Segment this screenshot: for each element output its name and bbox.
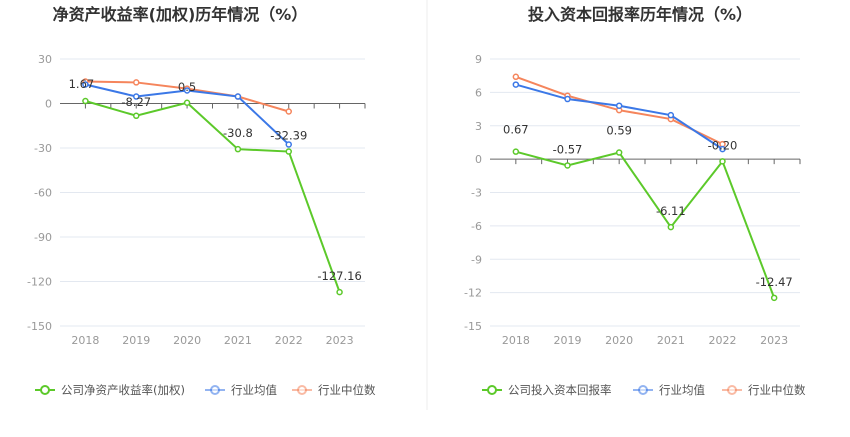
chart-title: 净资产收益率(加权)历年情况（%） <box>53 5 308 24</box>
legend-label-median: 行业中位数 <box>748 383 806 397</box>
data-point-company <box>719 158 726 165</box>
y-tick-label: 0 <box>475 153 482 166</box>
y-tick-label: 3 <box>475 120 482 133</box>
data-point-avg <box>667 111 675 119</box>
data-point-avg <box>719 145 726 153</box>
legend-label-company: 公司投入资本回报率 <box>508 383 612 397</box>
legend-marker-median <box>727 385 737 395</box>
y-tick-label: -9 <box>471 253 482 266</box>
data-label: 0.59 <box>606 124 632 138</box>
x-tick-label: 2021 <box>224 334 252 347</box>
legend-marker-avg <box>210 385 220 395</box>
data-point-company <box>133 112 140 120</box>
data-label: -127.16 <box>317 269 361 283</box>
x-tick-label: 2018 <box>502 334 530 347</box>
data-point-company <box>667 223 675 231</box>
y-tick-label: 6 <box>475 86 482 99</box>
y-tick-label: -90 <box>34 231 52 244</box>
data-point-avg <box>285 141 292 148</box>
series-line-avg <box>515 83 724 150</box>
legend-label-company: 公司净资产收益率(加权) <box>61 383 185 397</box>
data-point-company <box>615 149 623 156</box>
x-tick-label: 2023 <box>760 334 788 347</box>
data-label: -0.20 <box>708 138 738 152</box>
y-tick-label: 9 <box>475 53 482 66</box>
data-label: -12.47 <box>756 275 793 289</box>
data-point-company <box>183 99 191 107</box>
y-tick-label: -3 <box>471 187 482 200</box>
series-line-company <box>85 100 341 293</box>
data-point-avg <box>234 93 242 100</box>
legend-label-avg: 行业均值 <box>659 383 705 397</box>
x-tick-label: 2023 <box>326 334 354 347</box>
y-tick-label: 30 <box>38 53 52 66</box>
data-point-avg <box>615 102 623 109</box>
x-tick-label: 2018 <box>71 334 99 347</box>
data-label: -0.57 <box>553 142 583 156</box>
y-tick-label: -15 <box>464 320 482 333</box>
legend-label-avg: 行业均值 <box>231 383 277 397</box>
data-point-avg <box>183 87 191 94</box>
data-point-median <box>133 79 140 86</box>
data-label: -6.11 <box>656 204 686 218</box>
data-point-avg <box>564 95 571 103</box>
y-tick-label: -12 <box>464 287 482 300</box>
y-tick-label: 0 <box>45 98 52 111</box>
chart-title: 投入资本回报率历年情况（%） <box>528 5 752 24</box>
data-point-company <box>234 145 242 153</box>
legend-marker-median <box>297 385 307 395</box>
data-label: -32.39 <box>270 129 307 143</box>
data-label: -30.8 <box>223 126 253 140</box>
legend-marker-company <box>487 385 497 395</box>
x-tick-label: 2020 <box>173 334 201 347</box>
legend-marker-avg <box>638 385 648 395</box>
y-tick-label: -6 <box>471 220 482 233</box>
chart-1: 净资产收益率(加权)历年情况（%） 30 0 -30 -60 -90 -120 -150 201… <box>27 5 376 397</box>
data-point-company <box>285 148 292 155</box>
y-tick-label: -60 <box>34 187 52 200</box>
y-tick-label: -150 <box>27 320 52 333</box>
data-point-median <box>285 108 292 115</box>
data-point-company <box>336 288 343 296</box>
x-tick-label: 2022 <box>709 334 737 347</box>
data-point-avg <box>512 81 520 88</box>
legend-marker-company <box>40 385 50 395</box>
data-label: 0.5 <box>178 80 196 94</box>
chart-2: 投入资本回报率历年情况（%） 9 6 3 0 -3 -6 -9 -12 -15 2018 2019 20… <box>464 5 806 397</box>
x-tick-label: 2019 <box>554 334 582 347</box>
data-point-company <box>82 97 89 105</box>
legend-label-median: 行业中位数 <box>318 383 376 397</box>
data-label: 0.67 <box>503 123 529 137</box>
x-tick-label: 2021 <box>657 334 685 347</box>
x-tick-label: 2019 <box>122 334 150 347</box>
data-point-company <box>512 148 520 155</box>
data-point-company <box>770 294 778 302</box>
series-line-company <box>515 150 776 299</box>
data-label: 1.67 <box>69 77 95 91</box>
y-tick-label: -120 <box>27 276 52 289</box>
data-point-avg <box>82 81 89 88</box>
data-label: -8.27 <box>121 95 151 109</box>
data-point-avg <box>133 93 140 100</box>
x-tick-label: 2020 <box>605 334 633 347</box>
data-point-company <box>564 162 571 169</box>
y-tick-label: -30 <box>34 142 52 155</box>
x-tick-label: 2022 <box>275 334 303 347</box>
data-point-median <box>512 73 520 81</box>
